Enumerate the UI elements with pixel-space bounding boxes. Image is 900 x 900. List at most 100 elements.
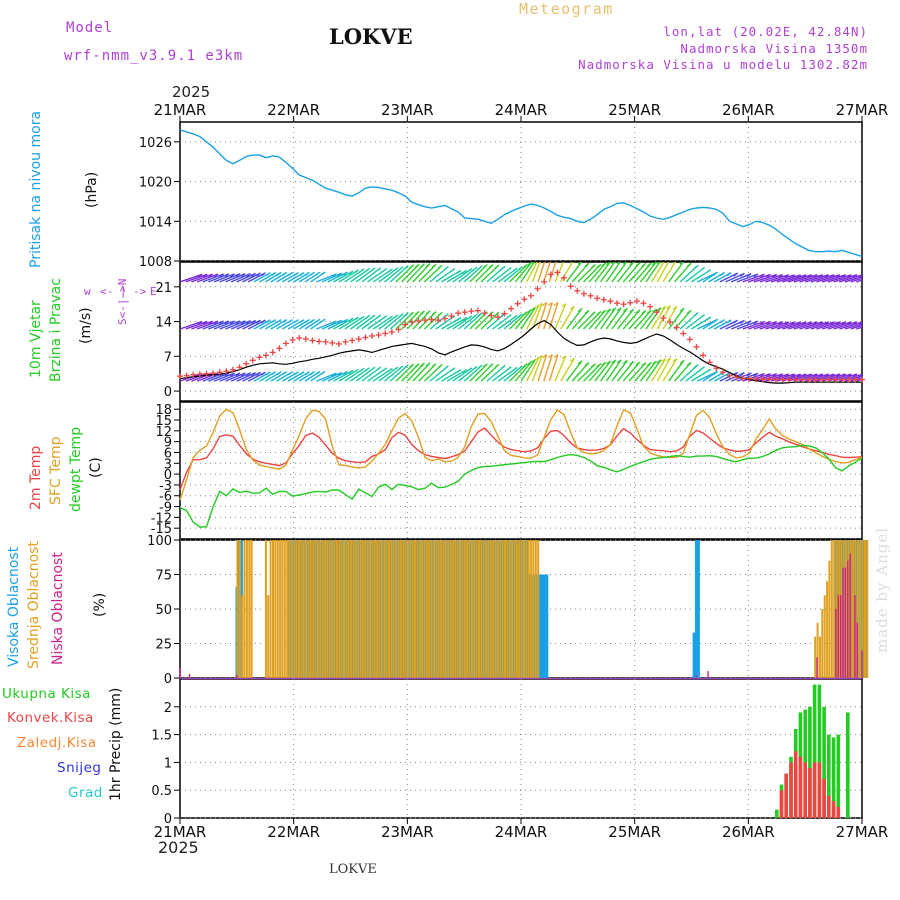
wind-barb-head (700, 314, 705, 319)
wind-barb (571, 309, 590, 330)
wind-barb (748, 273, 771, 283)
precip-bar (817, 762, 822, 818)
cloud-bar (276, 540, 279, 678)
precip-bar (836, 806, 841, 818)
wind-barb (645, 307, 662, 330)
wind-barb-head (538, 256, 542, 259)
cloud-bar (335, 540, 338, 678)
wind-barb-head (740, 272, 745, 277)
wind-barb (543, 262, 551, 283)
lonlat-label: lon,lat (20.02E, 42.84N) (663, 24, 868, 39)
wind-barb (770, 274, 795, 283)
precip-bar (789, 762, 793, 818)
wind-barb-head (294, 319, 299, 324)
temp-line-1 (179, 408, 863, 501)
cloud-bar (866, 540, 869, 678)
wind-barb-head (305, 319, 310, 324)
wind-barb (230, 320, 251, 330)
wind-barb-head (569, 357, 575, 362)
wind-barb-head (450, 268, 456, 273)
wind-barb-head (706, 316, 712, 321)
cloud-bar (489, 540, 492, 678)
wind-barb (406, 310, 425, 330)
wind-barb (759, 274, 783, 283)
wind-barb-head (686, 361, 692, 366)
wind-barb-head (337, 371, 343, 376)
temperature-ytick-label: -3 (159, 479, 172, 494)
footer-station: LOKVE (329, 862, 377, 877)
temperature-ytick-label: 18 (155, 403, 172, 418)
wind-barb (520, 262, 536, 283)
wind-barb-head (700, 267, 705, 271)
clouds-ytick-label: 75 (155, 569, 172, 584)
wind-barb (787, 321, 812, 330)
wind-barb-head (740, 372, 745, 377)
cloud-bar (859, 540, 862, 678)
wind-barb-head (337, 319, 343, 324)
wind-barb-head (230, 273, 235, 278)
wind-barb-head (512, 314, 518, 319)
cloud-bar (359, 540, 362, 678)
cloud-bar (286, 540, 289, 678)
wind-barb (736, 273, 759, 283)
wind-barb (634, 262, 652, 283)
wind-barb (548, 262, 557, 283)
cloud-bar (340, 540, 343, 678)
wind-barb-head (606, 308, 611, 313)
wind-barb-head (635, 309, 641, 314)
cloud-bar (861, 540, 864, 678)
cloud-bar (264, 540, 267, 678)
wind-barb-head (577, 308, 583, 312)
precip-bar (846, 712, 850, 818)
cloud-bar (423, 540, 426, 678)
wind-barb (622, 262, 641, 283)
temperature-ytick-label: 6 (164, 446, 172, 461)
wind-barb-head (611, 262, 615, 265)
wind-barb-head (527, 262, 532, 266)
wind-barb (219, 372, 241, 382)
wind-barb-head (522, 264, 528, 269)
wind-barb-head (646, 309, 652, 314)
temperature-ytick-label: 15 (155, 414, 172, 429)
cloud-bar (523, 540, 525, 678)
wind-barb-head (542, 354, 547, 359)
cloud-bar (440, 540, 443, 678)
wind-barb-head (548, 255, 552, 258)
wind-barb-head (488, 363, 494, 368)
cloud-bar (482, 540, 485, 678)
wind-barb-head (382, 268, 387, 273)
temperature-ytick-label: -15 (151, 522, 172, 537)
wind-barb-head (431, 263, 437, 268)
cloud-bar (856, 540, 859, 678)
wind-barb-head (870, 374, 874, 377)
wind-barb (662, 262, 677, 283)
wind-barb (531, 262, 541, 283)
temperature-ytick-label: 0 (164, 468, 172, 483)
wind-barb-head (679, 262, 684, 265)
precip-ytick-label: 0.5 (151, 784, 172, 799)
wind-barb (656, 357, 672, 382)
wind-barb (776, 321, 801, 330)
cloud-bar (321, 540, 324, 678)
wind-barb (782, 321, 807, 330)
cloud-bar (447, 540, 450, 678)
cloud-bar (454, 540, 457, 678)
cloud-bar (487, 540, 490, 678)
wind-barb (719, 272, 739, 283)
cloud-bar (444, 540, 447, 678)
wind-barb-head (271, 371, 276, 376)
wind-barb (816, 274, 841, 283)
wind-barb-head (590, 311, 596, 316)
wind-barb-head (444, 266, 449, 271)
wind-barb-head (343, 318, 348, 323)
cloud-bar (835, 609, 837, 678)
wind-barb-head (641, 262, 647, 267)
cloud-bar (463, 540, 466, 678)
wind-barb (725, 319, 745, 330)
wind-barb-head (431, 311, 437, 316)
wind-barb (765, 274, 789, 283)
wind-barb (748, 320, 771, 330)
wind-barb-head (611, 359, 616, 364)
wind-barb-head (288, 272, 293, 276)
cloud-bar (305, 540, 308, 678)
